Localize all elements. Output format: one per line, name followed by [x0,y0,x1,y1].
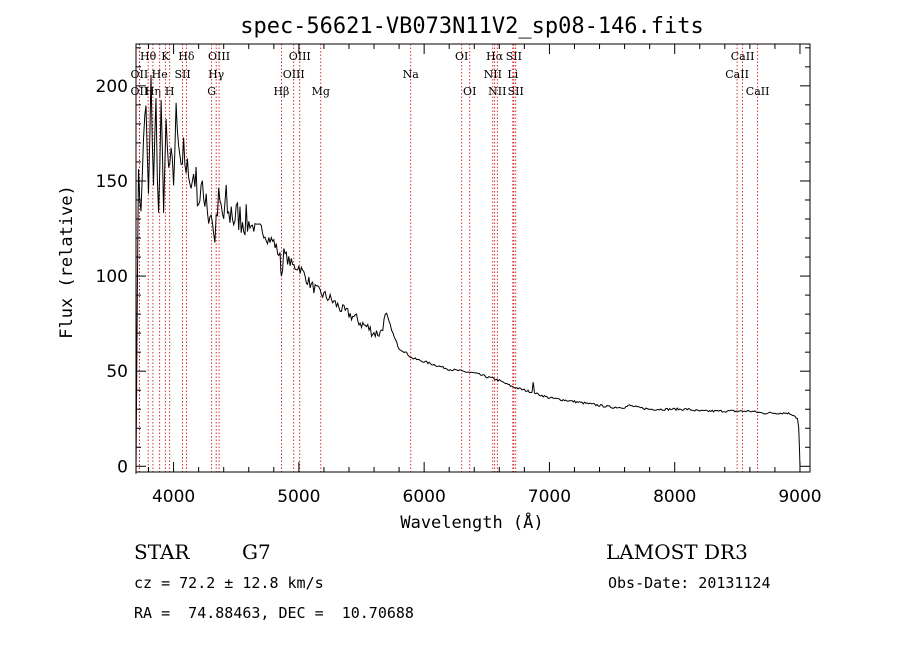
spectral-line-label: H [165,85,175,98]
spectral-line-label: OIII [289,50,311,63]
spectral-line-label: Na [403,68,420,81]
x-axis-label: Wavelength (Å) [400,511,543,533]
spectral-line-label: K [161,50,170,63]
spectral-line-label: Li [507,68,518,81]
y-tick-label: 200 [96,77,128,97]
spectral-line-label: Hη [145,85,161,98]
spectral-line-label: SII [174,68,190,81]
spectral-line-label: Hβ [273,85,289,98]
survey-name: LAMOST DR3 [606,540,748,564]
spectral-line-label: G [207,85,216,98]
obs-date: Obs-Date: 20131124 [608,574,771,592]
object-subclass: G7 [242,540,271,564]
flux-series-line [135,74,801,474]
ra-dec-info: RA = 74.88463, DEC = 10.70688 [134,604,414,622]
object-class: STAR [134,540,190,564]
chart-title: spec-56621-VB073N11V2_sp08-146.fits [240,14,704,39]
spectral-line-label: OI [463,85,476,98]
y-tick-label: 50 [106,362,128,382]
x-tick-label: 5000 [277,487,320,507]
spectral-line-label: OI [455,50,468,63]
x-tick-label: 7000 [528,487,571,507]
spectral-line-label: OII [131,85,149,98]
spectral-line-label: CaII [725,68,749,81]
x-tick-label: 8000 [653,487,696,507]
spectral-line-label: Hδ [178,50,195,63]
spectral-line-label: SII [506,50,522,63]
spectral-line-label: SII [508,85,524,98]
y-axis-label: Flux (relative) [57,185,77,339]
spectral-line-label: OIII [208,50,230,63]
spectral-line-label: OIII [283,68,305,81]
x-tick-label: 6000 [403,487,446,507]
x-tick-label: 4000 [152,487,195,507]
spectral-line-label: Hγ [208,68,225,81]
y-tick-label: 0 [117,457,128,477]
spectral-line-label: CaII [731,50,755,63]
x-tick-label: 9000 [778,487,821,507]
y-tick-label: 100 [96,267,128,287]
y-tick-label: 150 [96,172,128,192]
spectral-line-label: OII [131,68,149,81]
spectral-line-label: He [152,68,168,81]
plot-frame [135,43,811,473]
spectral-line-label: Hα [486,50,504,63]
series-layer [135,74,801,474]
spectral-line-label: NII [484,68,502,81]
spectral-line-label: Hθ [140,50,157,63]
redshift-info: cz = 72.2 ± 12.8 km/s [134,574,324,592]
spectral-line-label: NII [488,85,506,98]
ticks-layer: 4000 5000 6000 7000 8000 9000 0 50 100 150 200 [96,44,822,507]
spectral-line-label: CaII [746,85,770,98]
spectral-line-label: Mg [312,85,330,98]
